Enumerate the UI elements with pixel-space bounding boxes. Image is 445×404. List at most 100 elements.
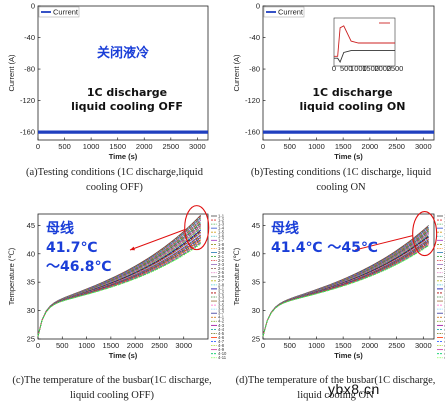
temperature-series-line [37,230,201,337]
legend-label: 1-1 [218,213,225,218]
x-tick-label: 0 [261,142,265,151]
legend-label: 3-5 [218,303,225,308]
annotation-arrowhead [355,246,360,251]
inset-x-tick: 1000 [350,64,367,73]
temperature-series-line [262,232,429,337]
legend-label: 2-3 [218,262,225,267]
annotation-line-1: 1C discharge [312,86,392,99]
chart-panel-c: 0 500 1000 1500 2000 2500 3000 25 30 35 40 45 Time (… [7,205,227,360]
temperature-series-line [262,234,429,337]
x-tick-label: 2000 [136,142,153,151]
x-axis-label: Time (s) [109,351,138,360]
y-tick-label: -160 [20,128,35,137]
plot-frame [37,5,209,141]
legend-label: 2-7 [218,278,225,283]
y-axis-label: Current (A) [7,54,16,92]
y-tick-label: -80 [249,65,260,74]
x-tick-label: 1500 [335,341,352,350]
legend-label: 1-9 [218,246,225,251]
y-tick-label: 0 [31,2,35,11]
x-tick-label: 3000 [189,142,206,151]
x-tick-label: 1500 [335,142,352,151]
inset-series-line [334,50,395,63]
y-tick-label: 35 [252,278,260,287]
legend-label: 4-7 [218,339,225,344]
x-tick-label: 1000 [83,142,100,151]
x-tick-label: 500 [56,341,69,350]
caption-d: (d)The temperature of the busbar(1C disc… [235,375,436,401]
legend-label: 1-5 [218,230,225,235]
y-tick-label: -40 [249,33,260,42]
y-tick-label: -120 [245,96,260,105]
inset-x-tick: 1500 [362,64,379,73]
chart-panel-b: 0 500 1000 1500 2000 2500 30000-40-80-120-160T… [232,2,435,161]
legend-label: 3-2 [218,290,225,295]
x-tick-label: 2500 [162,142,179,151]
x-tick-label: 3000 [415,341,432,350]
legend-label: 1-2 [218,217,225,222]
x-tick-label: 2000 [362,341,379,350]
y-tick-label: 45 [27,221,35,230]
highlight-ellipse [412,211,438,257]
annotation-temp-range: 41.4℃ ～45℃ [271,240,378,256]
x-tick-label: 1500 [103,341,120,350]
legend-label: 4-5 [218,331,225,336]
temperature-series-line [37,228,201,337]
legend-label: 2-6 [218,274,225,279]
x-tick-label: 2500 [151,341,168,350]
x-tick-label: 1000 [78,341,95,350]
x-tick-label: 500 [283,142,296,151]
legend-label: 1-6 [218,234,225,239]
legend-label: 4-10 [218,351,227,356]
annotation-busbar: 母线 [271,220,299,237]
temperature-series-line [37,242,201,337]
inset-x-tick: 0 [332,64,336,73]
x-tick-label: 0 [36,341,40,350]
x-axis-label: Time (s) [109,152,138,161]
annotation-arrow [354,235,413,251]
legend-label: 2-4 [218,266,225,271]
inset-x-tick: 2500 [387,64,404,73]
y-tick-label: 0 [256,2,260,11]
legend-label: 2-0 [218,250,225,255]
legend-label: 3-6 [218,307,225,312]
y-axis-label: Temperature (℃) [7,247,16,305]
annotation-busbar: 母线 [46,220,74,237]
annotation-arrowhead [130,246,135,251]
legend-label: 4-8 [218,343,225,348]
x-tick-label: 2000 [362,142,379,151]
legend-label: 1-8 [218,242,225,247]
x-tick-label: 3000 [415,142,432,151]
y-axis-label: Temperature (℃) [232,247,241,305]
x-axis-label: Time (s) [334,351,363,360]
annotation-temp-min: 41.7℃ [46,240,98,256]
x-tick-label: 2500 [388,142,405,151]
y-tick-label: -120 [20,96,35,105]
legend-label: 3-7 [218,311,225,316]
caption-c: (c)The temperature of the busbar(1C disc… [12,375,212,401]
legend-label: 4-9 [218,347,225,352]
caption-a: (a)Testing conditions (1C discharge,liqu… [26,167,203,193]
y-tick-label: 30 [252,306,260,315]
x-tick-label: 1000 [308,142,325,151]
legend-label: 1-4 [218,226,225,231]
legend-label: 2-8 [218,282,225,287]
x-axis-label: Time (s) [334,152,363,161]
x-tick-label: 2500 [388,341,405,350]
annotation-cn: 关闭液冷 [97,45,149,61]
legend-label: 3-3 [218,294,225,299]
annotation-line-2: liquid cooling ON [300,100,406,113]
x-tick-label: 1500 [109,142,126,151]
legend-label: 4-6 [218,335,225,340]
y-tick-label: 45 [252,221,260,230]
y-tick-label: 25 [27,335,35,344]
x-tick-label: 500 [58,142,71,151]
x-tick-label: 500 [283,341,296,350]
y-axis-label: Current (A) [232,54,241,92]
y-tick-label: 40 [252,249,260,258]
legend-label: 1-7 [218,238,225,243]
chart-panel-d: 0 500 1000 1500 2000 2500 3000 25 30 35 40 45 Time (… [232,211,445,360]
legend-label: 1-3 [218,222,225,227]
